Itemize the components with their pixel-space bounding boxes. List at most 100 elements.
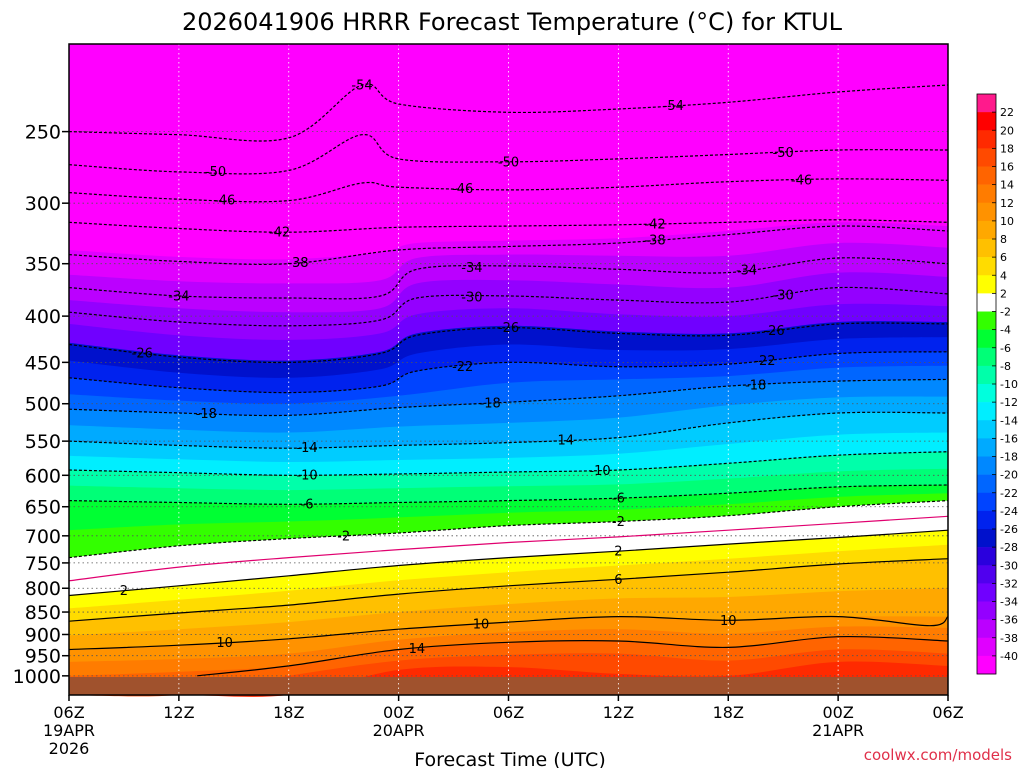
colorbar-label: -16 (1000, 432, 1018, 445)
contour-label: -22 (754, 354, 775, 369)
colorbar-swatch (977, 529, 996, 548)
colorbar-label: -22 (1000, 487, 1018, 500)
contour-label: 10 (216, 636, 233, 651)
contour-label: -34 (168, 289, 189, 304)
y-tick-label: 400 (25, 306, 61, 328)
colorbar-swatch (977, 438, 996, 457)
contour-label: -42 (269, 225, 290, 240)
colorbar-swatch (977, 202, 996, 222)
contour-label: 2 (614, 545, 622, 560)
y-tick-label: 600 (25, 465, 61, 487)
colorbar-label: 6 (1000, 251, 1007, 264)
colorbar-label: 2 (1000, 287, 1007, 300)
colorbar-swatch (977, 474, 996, 494)
contour-label: -22 (452, 360, 473, 375)
contour-line (68, 515, 949, 582)
contour-label: -14 (296, 441, 317, 456)
colorbar-label: -10 (1000, 378, 1018, 391)
colorbar-swatch (977, 311, 996, 330)
colorbar-swatch (977, 347, 996, 367)
contour-label: -34 (736, 264, 757, 279)
y-tick-label: 850 (25, 602, 61, 624)
y-tick-label: 650 (25, 497, 61, 519)
x-tick-label: 00Z (383, 703, 414, 722)
colorbar-label: -18 (1000, 451, 1018, 464)
colorbar: 22 20 18 16 14 12 10 8 6 4 2 -2 -4 -6 -8 -10 -12 -14 -16 -1… (976, 93, 1018, 675)
x-tick-label: 12Z (163, 703, 194, 722)
colorbar-label: -24 (1000, 505, 1018, 518)
y-tick-label: 450 (25, 352, 61, 374)
y-tick-label: 700 (25, 526, 61, 548)
contour-line (68, 225, 949, 265)
colorbar-label: 22 (1000, 106, 1014, 119)
colorbar-label: -20 (1000, 469, 1018, 482)
colorbar-label: 8 (1000, 233, 1007, 246)
colorbar-label: -40 (1000, 650, 1018, 663)
contour-lines: -54 -54 -50 -50 -50 -46 -46 -46 -42 -42 -38 -38 -34 -… (68, 78, 949, 677)
contour-line (68, 378, 949, 417)
contour-line (68, 83, 949, 142)
contour-label: -30 (461, 290, 482, 305)
credit-label: coolwx.com/models (864, 746, 1012, 764)
colorbar-label: 10 (1000, 215, 1014, 228)
y-tick-label: 900 (25, 624, 61, 646)
contour-line (68, 484, 949, 505)
colorbar-swatch (977, 365, 996, 385)
colorbar-swatch (977, 601, 996, 620)
colorbar-swatch (977, 583, 996, 602)
contour-line (68, 451, 949, 476)
colorbar-swatch (977, 384, 996, 403)
contour-label: -50 (205, 165, 226, 180)
contour-label: -50 (773, 146, 794, 161)
colorbar-swatch (977, 420, 996, 439)
contour-line (68, 219, 949, 233)
x-tick-label: 06Z (932, 703, 963, 722)
contour-label: -26 (763, 324, 784, 339)
colorbar-label: 4 (1000, 269, 1007, 282)
colorbar-swatch (977, 510, 996, 530)
x-tick-year: 2026 (49, 739, 90, 758)
contour-label: -14 (553, 434, 574, 449)
contour-label: 10 (473, 617, 490, 632)
colorbar-label: -34 (1000, 596, 1018, 609)
contour-label: 10 (720, 614, 737, 629)
colorbar-label: 20 (1000, 124, 1014, 137)
y-tick-label: 550 (25, 431, 61, 453)
colorbar-label: 16 (1000, 161, 1014, 174)
x-tick-date: 20APR (373, 721, 425, 740)
x-tick-label: 06Z (493, 703, 524, 722)
x-tick-label: 00Z (822, 703, 853, 722)
contour-label: -2 (612, 515, 625, 530)
colorbar-swatch (977, 565, 996, 584)
x-tick-label: 18Z (713, 703, 744, 722)
colorbar-swatch (977, 329, 996, 349)
contour-line (68, 286, 949, 327)
y-tick-label: 750 (25, 553, 61, 575)
colorbar-swatch (977, 112, 996, 131)
contour-label: -42 (644, 217, 665, 232)
contour-label: -6 (612, 492, 625, 507)
colorbar-swatch (977, 492, 996, 512)
contour-label: -38 (644, 234, 665, 249)
y-axis: 2503003504004505005506006507007508008509… (13, 122, 69, 688)
colorbar-swatch (977, 239, 996, 258)
colorbar-swatch (977, 456, 996, 475)
colorbar-swatch (977, 184, 996, 204)
colorbar-label: -26 (1000, 523, 1018, 536)
contour-label: 14 (409, 642, 426, 657)
x-tick-date: 21APR (812, 721, 864, 740)
contour-line (68, 134, 949, 175)
contour-label: -18 (745, 378, 766, 393)
contour-label: -46 (214, 193, 235, 208)
y-tick-label: 250 (25, 122, 61, 144)
colorbar-swatch (977, 148, 996, 167)
y-tick-label: 800 (25, 578, 61, 600)
contour-label: -38 (287, 256, 308, 271)
x-tick-date: 19APR (43, 721, 95, 740)
colorbar-swatch (977, 166, 996, 185)
contour-label: -6 (301, 497, 314, 512)
chart-title: 2026041906 HRRR Forecast Temperature (°C… (182, 8, 843, 36)
y-tick-label: 300 (25, 193, 61, 215)
y-tick-label: 950 (25, 646, 61, 668)
